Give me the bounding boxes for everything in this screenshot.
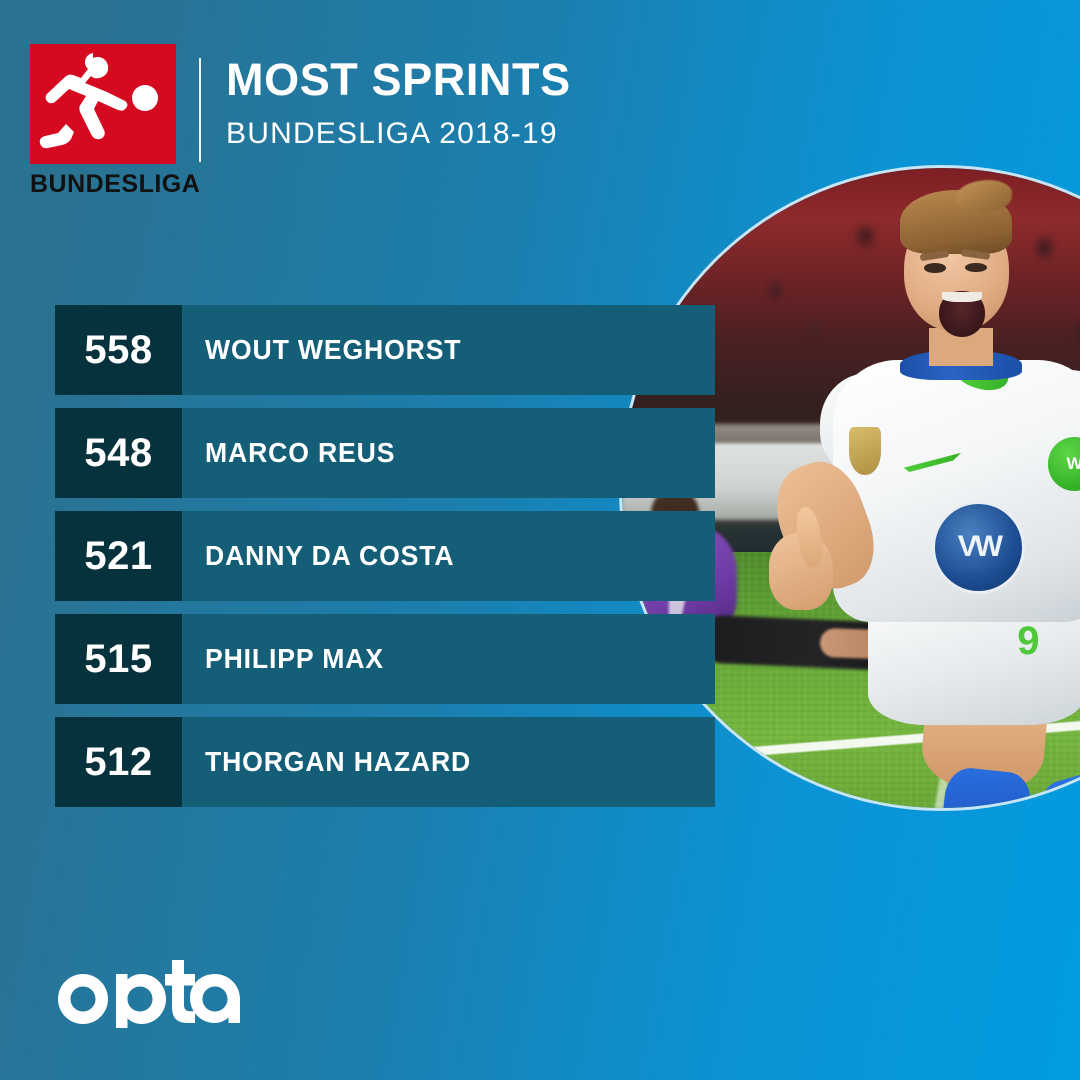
title-block: MOST SPRINTS BUNDESLIGA 2018-19 xyxy=(226,56,571,151)
player-eye-left xyxy=(924,263,946,273)
club-badge-letter: W xyxy=(1066,453,1080,473)
page-title: MOST SPRINTS xyxy=(226,54,571,105)
row-name-cell: THORGAN HAZARD xyxy=(182,717,715,807)
row-name-cell: WOUT WEGHORST xyxy=(182,305,715,395)
row-player-name: DANNY DA COSTA xyxy=(205,540,455,571)
bundesliga-logo-square xyxy=(30,44,176,164)
player-teeth xyxy=(942,291,982,302)
opta-logo xyxy=(58,960,240,1028)
row-value: 548 xyxy=(84,430,153,475)
row-value: 558 xyxy=(84,327,153,372)
table-row: 515 PHILIPP MAX xyxy=(55,614,715,704)
row-name-cell: DANNY DA COSTA xyxy=(182,511,715,601)
player-eye-right xyxy=(965,262,987,273)
header-divider xyxy=(199,58,201,162)
row-name-cell: PHILIPP MAX xyxy=(182,614,715,704)
vw-sponsor-logo xyxy=(932,500,1026,594)
row-value-cell: 512 xyxy=(55,717,182,807)
row-value-cell: 548 xyxy=(55,408,182,498)
shirt-number: 9 xyxy=(1017,619,1040,664)
row-name-cell: MARCO REUS xyxy=(182,408,715,498)
bundesliga-logo: BUNDESLIGA xyxy=(30,44,201,199)
player-shorts xyxy=(868,603,1080,725)
table-row: 548 MARCO REUS xyxy=(55,408,715,498)
row-player-name: THORGAN HAZARD xyxy=(205,746,472,777)
cup-badge xyxy=(849,427,882,476)
page-subtitle: BUNDESLIGA 2018-19 xyxy=(226,117,558,151)
bundesliga-wordmark: BUNDESLIGA xyxy=(30,170,201,198)
table-row: 512 THORGAN HAZARD xyxy=(55,717,715,807)
opta-logo-icon xyxy=(58,960,240,1028)
vw-sponsor-text: VW xyxy=(957,530,1003,564)
row-player-name: MARCO REUS xyxy=(205,437,396,468)
row-player-name: WOUT WEGHORST xyxy=(205,334,462,365)
row-value: 521 xyxy=(84,533,153,578)
row-value-cell: 521 xyxy=(55,511,182,601)
sprints-ranking-list: 558 WOUT WEGHORST 548 MARCO REUS 521 DAN… xyxy=(55,305,715,820)
row-value-cell: 558 xyxy=(55,305,182,395)
table-row: 558 WOUT WEGHORST xyxy=(55,305,715,395)
player-hair-spike xyxy=(954,179,1013,212)
row-player-name: PHILIPP MAX xyxy=(205,643,384,674)
row-value-cell: 515 xyxy=(55,614,182,704)
row-value: 515 xyxy=(84,636,153,681)
row-value: 512 xyxy=(84,739,153,784)
header: BUNDESLIGA MOST SPRINTS BUNDESLIGA 2018-… xyxy=(0,0,1080,215)
table-row: 521 DANNY DA COSTA xyxy=(55,511,715,601)
bundesliga-player-icon xyxy=(39,53,158,149)
